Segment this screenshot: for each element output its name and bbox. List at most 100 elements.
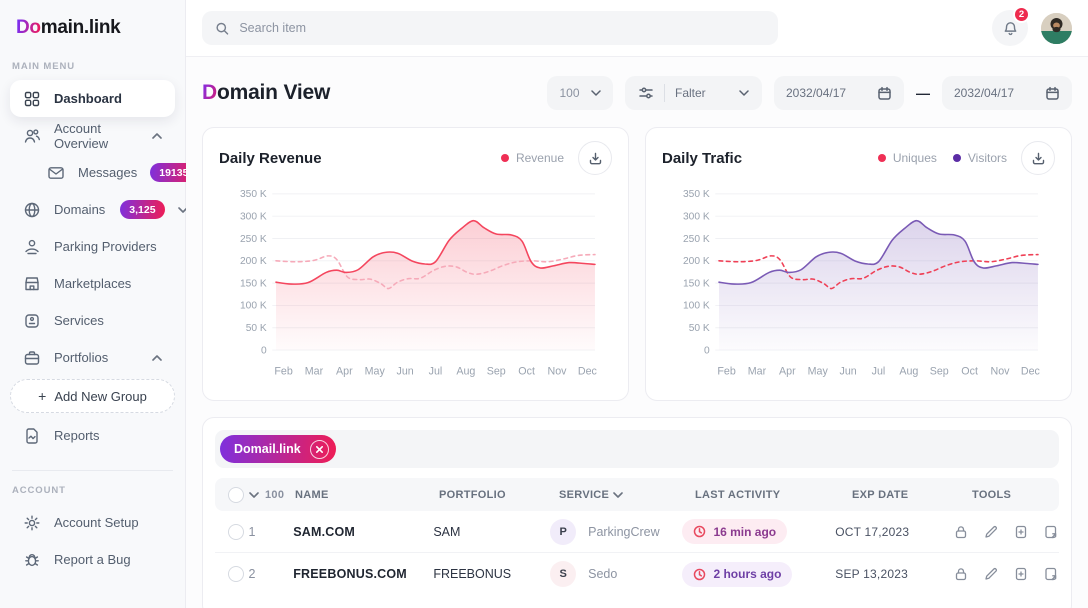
sidebar-item-dashboard[interactable]: Dashboard (10, 80, 175, 117)
briefcase-icon (23, 349, 41, 367)
charts-row: Daily Revenue Revenue 350 K 300 K 250 K 200… (202, 127, 1072, 401)
x-tick-label: Apr (779, 365, 796, 377)
new-file-icon (1015, 567, 1026, 581)
chart-canvas: 350 K 300 K 250 K 200 K 150 K 100 K 50 K 0 Feb Ma… (240, 189, 598, 377)
y-tick-label: 150 K (240, 278, 267, 289)
add-new-group-label: Add New Group (54, 388, 147, 404)
x-tick-label: Mar (305, 365, 324, 377)
clock-icon (694, 525, 706, 538)
column-header-name[interactable]: NAME (295, 488, 329, 501)
globe-icon (23, 201, 41, 219)
sidebar-item-reports[interactable]: Reports (10, 417, 175, 454)
page-title: Domain View (202, 81, 330, 105)
portfolio-name: FREEBONUS (433, 567, 512, 581)
domail-link-filter-chip[interactable]: Domail.link (220, 435, 336, 463)
legend-dot-icon (500, 154, 509, 162)
x-tick-label: Feb (274, 365, 292, 377)
page-title-rest: omain View (216, 81, 331, 104)
download-chart-button[interactable] (578, 141, 612, 175)
date-to-picker[interactable]: 2032/04/17 (942, 76, 1072, 110)
x-tick-label: Jun (839, 365, 856, 377)
chevron-down-icon[interactable] (177, 206, 188, 213)
chevron-down-icon (590, 90, 601, 96)
date-from-value: 2032/04/17 (786, 86, 847, 100)
services-box-icon (23, 312, 41, 330)
chevron-down-icon (249, 489, 259, 501)
select-all-checkbox[interactable] (228, 486, 244, 503)
messages-count-badge: 19135 (150, 163, 198, 182)
exp-date: OCT 17,2023 (835, 524, 910, 539)
page-header: Domain View 100 Falter 2032/04/17 (202, 76, 1072, 110)
sidebar-item-messages[interactable]: Messages 19135 (10, 154, 198, 191)
new-file-button[interactable] (1012, 523, 1029, 540)
main-menu-label: MAIN MENU (12, 61, 75, 72)
download-icon (589, 152, 601, 164)
lock-icon (955, 568, 966, 581)
table-row[interactable]: 2 FREEBONUS.COM FREEBONUS S Sedo 2 hours… (215, 553, 1059, 595)
sidebar-item-domains[interactable]: Domains 3,125 (10, 191, 188, 228)
sidebar-item-account-overview[interactable]: Account Overview (10, 117, 175, 154)
sidebar-divider (12, 470, 173, 471)
lock-button[interactable] (952, 523, 969, 540)
y-tick-label: 350 K (683, 189, 710, 200)
sidebar-item-label: Account Overview (54, 120, 109, 151)
chevron-up-icon[interactable] (152, 132, 162, 139)
service-cell: S Sedo (550, 561, 682, 587)
sidebar-item-marketplaces[interactable]: Marketplaces (10, 265, 175, 302)
brand-logo-gradient-part: Do (16, 17, 41, 38)
x-tick-label: Feb (717, 365, 735, 377)
y-tick-label: 350 K (240, 189, 267, 200)
gear-icon (23, 514, 41, 532)
column-header-exp-date[interactable]: EXP DATE (852, 488, 909, 501)
search-input[interactable] (239, 21, 765, 35)
close-icon (315, 445, 323, 453)
main-area: 2 Domain View 100 (186, 0, 1088, 608)
duplicate-file-icon (1044, 525, 1056, 538)
lock-button[interactable] (952, 566, 969, 583)
x-tick-label: May (808, 365, 829, 377)
row-checkbox[interactable] (228, 566, 244, 582)
table-row[interactable]: 1 SAM.COM SAM P ParkingCrew 16 min ago O… (215, 511, 1059, 553)
search-bar[interactable] (202, 11, 778, 45)
remove-chip-button[interactable] (309, 439, 329, 459)
y-tick-label: 150 K (683, 278, 710, 289)
domain-name: SAM.COM (293, 524, 356, 539)
y-tick-label: 300 K (240, 211, 267, 222)
add-new-group-button[interactable]: + Add New Group (10, 379, 175, 413)
header-count-cell[interactable]: 100 (249, 489, 295, 501)
edit-button[interactable] (982, 523, 999, 540)
sidebar-item-parking-providers[interactable]: Parking Providers (10, 228, 175, 265)
last-activity-cell: 2 hours ago (682, 561, 835, 587)
x-tick-label: Aug (456, 365, 475, 377)
tools-cell (952, 523, 1059, 540)
chevron-down-icon (739, 90, 749, 96)
sidebar-item-portfolios[interactable]: Portfolios (10, 339, 175, 376)
column-header-service[interactable]: SERVICE (559, 489, 695, 501)
service-name: Sedo (588, 567, 618, 581)
user-avatar[interactable] (1041, 12, 1072, 44)
sidebar-item-label: Dashboard (54, 91, 122, 106)
page-size-select[interactable]: 100 (547, 76, 613, 110)
x-tick-label: Jul (429, 365, 443, 377)
chart-legend: Uniques Visitors (877, 151, 1007, 165)
sidebar-item-account-setup[interactable]: Account Setup (10, 504, 175, 541)
new-file-button[interactable] (1012, 566, 1029, 583)
edit-button[interactable] (982, 566, 999, 583)
chart-header: Daily Revenue Revenue (219, 141, 612, 175)
column-header-last-activity[interactable]: LAST ACTIVITY (695, 488, 781, 501)
x-tick-label: Jul (872, 365, 886, 377)
notifications-button[interactable]: 2 (992, 6, 1030, 46)
chevron-up-icon[interactable] (152, 354, 162, 361)
column-header-portfolio[interactable]: PORTFOLIO (439, 488, 506, 501)
duplicate-file-button[interactable] (1042, 523, 1059, 540)
date-from-picker[interactable]: 2032/04/17 (774, 76, 904, 110)
sidebar-item-report-a-bug[interactable]: Report a Bug (10, 541, 175, 578)
duplicate-file-button[interactable] (1042, 566, 1059, 583)
download-chart-button[interactable] (1021, 141, 1055, 175)
row-checkbox[interactable] (228, 523, 244, 540)
sidebar-item-services[interactable]: Services (10, 302, 175, 339)
y-tick-label: 50 K (246, 323, 267, 334)
filter-dropdown[interactable]: Falter (625, 76, 762, 110)
row-check-cell (215, 566, 248, 582)
